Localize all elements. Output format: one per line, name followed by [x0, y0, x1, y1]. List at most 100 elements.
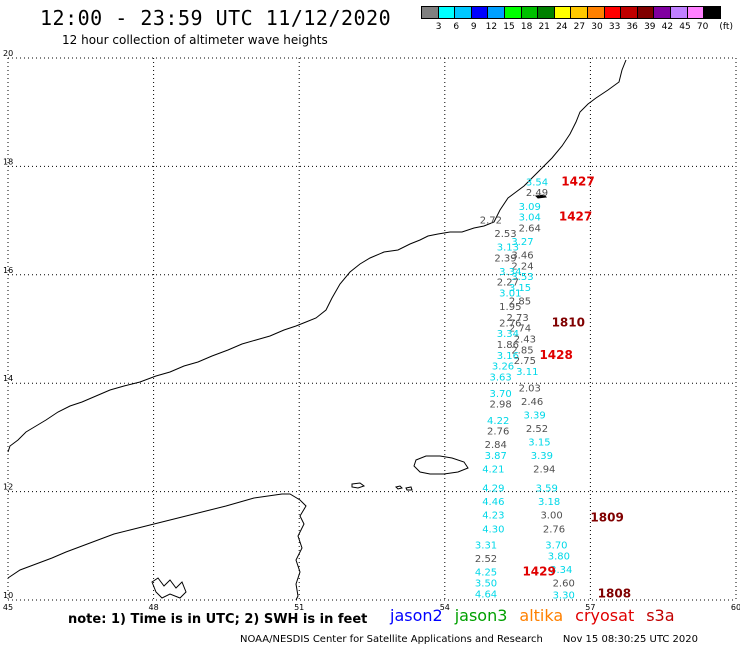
pass-time-label: 1427	[561, 174, 594, 188]
wave-height-value: 2.53	[494, 229, 516, 240]
wave-height-value: 2.85	[511, 345, 533, 356]
lon-tick-label: 60	[731, 603, 740, 612]
lon-tick-label: 45	[3, 603, 13, 612]
colorbar-label: 3	[435, 22, 442, 32]
colorbar-label: 12	[485, 22, 498, 32]
pass-time-label: 1427	[559, 210, 592, 224]
colorbar-label: 45	[679, 22, 691, 32]
arabian-coastline	[7, 59, 627, 453]
wave-height-value: 1.86	[497, 340, 519, 351]
wave-height-value: 3.34	[497, 329, 519, 340]
wave-height-value: 2.72	[480, 215, 502, 226]
wave-height-value: 2.94	[533, 465, 555, 476]
credit-line: NOAA/NESDIS Center for Satellite Applica…	[240, 634, 698, 645]
wave-height-value: 3.18	[538, 497, 560, 508]
lat-tick-label: 12	[3, 483, 13, 492]
wave-height-value: 4.22	[487, 416, 509, 427]
wave-height-value: 2.76	[543, 524, 565, 535]
satellite-legend-jason2: jason2	[390, 606, 443, 625]
footnote: note: 1) Time is in UTC; 2) SWH is in fe…	[68, 612, 368, 627]
colorbar-label: 24	[556, 22, 568, 32]
abd-al-kuri-island	[351, 482, 366, 489]
kuria-muria-island	[534, 194, 548, 199]
wave-height-value: 3.04	[519, 213, 541, 224]
satellite-legend-s3a: s3a	[646, 606, 675, 625]
pass-time-label: 1808	[598, 586, 631, 600]
wave-height-value: 4.29	[482, 484, 504, 495]
pass-time-label: 1810	[552, 315, 585, 329]
wave-height-value: 2.27	[497, 278, 519, 289]
wave-height-value: 3.01	[499, 288, 521, 299]
map-grid	[7, 57, 737, 601]
credit-text: NOAA/NESDIS Center for Satellite Applica…	[240, 634, 543, 645]
pass-time-label: 1429	[522, 565, 555, 579]
map-subtitle: 12 hour collection of altimeter wave hei…	[62, 33, 328, 47]
wave-height-value: 2.76	[499, 318, 521, 329]
wave-height-value: 3.11	[516, 367, 538, 378]
colorbar-label: 39	[644, 22, 656, 32]
colorbar-label: 18	[520, 22, 533, 32]
lon-tick-label: 51	[294, 603, 304, 612]
wave-height-value: 3.70	[489, 389, 511, 400]
wave-height-value: 2.49	[526, 188, 548, 199]
lat-tick-label: 20	[3, 49, 13, 58]
wave-height-value: 2.46	[521, 397, 543, 408]
wave-height-value: 3.53	[511, 272, 533, 283]
map-title: 12:00 - 23:59 UTC 11/12/2020	[40, 6, 392, 30]
wave-height-value: 4.21	[482, 465, 504, 476]
wave-height-value: 3.39	[531, 451, 553, 462]
wave-height-value: 2.39	[494, 253, 516, 264]
wave-height-value: 2.73	[506, 313, 528, 324]
colorbar-label: 70	[696, 22, 709, 32]
lat-tick-label: 10	[3, 591, 13, 600]
wave-height-value: 2.03	[519, 383, 541, 394]
wave-height-value: 2.84	[485, 440, 507, 451]
lon-tick-label: 48	[149, 603, 159, 612]
wave-height-value: 3.80	[548, 551, 570, 562]
satellite-legend-jason3: jason3	[454, 606, 508, 625]
wave-height-value: 2.43	[514, 335, 536, 346]
wave-height-value: 1.95	[499, 302, 521, 313]
wave-height-value: 3.63	[489, 372, 511, 383]
wave-height-value: 3.15	[509, 283, 531, 294]
lat-tick-label: 18	[3, 157, 13, 166]
wave-height-value: 4.64	[475, 589, 497, 600]
lon-tick-label: 54	[440, 603, 450, 612]
wave-height-value: 2.52	[475, 554, 497, 565]
coastal-feature	[151, 577, 187, 599]
brothers-island-2	[405, 486, 413, 491]
wave-height-value: 3.00	[540, 511, 562, 522]
wave-height-value: 3.70	[545, 541, 567, 552]
wave-height-value: 2.60	[553, 578, 575, 589]
wave-height-value: 3.46	[511, 251, 533, 262]
socotra-island	[413, 455, 469, 475]
colorbar-label: 15	[503, 22, 515, 32]
wave-height-value: 3.13	[497, 242, 519, 253]
colorbar-label: 9	[470, 22, 477, 32]
wave-height-value: 4.30	[482, 524, 504, 535]
colorbar-label: 6	[453, 22, 460, 32]
wave-height-value: 3.87	[485, 451, 507, 462]
wave-height-value: 2.75	[514, 356, 536, 367]
wave-height-value: 3.54	[526, 177, 548, 188]
wave-height-value: 3.34	[550, 565, 572, 576]
wave-height-value: 3.15	[528, 438, 550, 449]
wave-height-value: 2.74	[509, 324, 531, 335]
colorbar-swatch	[703, 6, 721, 19]
pass-time-label: 1428	[539, 348, 572, 362]
colorbar-label: 27	[573, 22, 586, 32]
wave-height-value: 2.85	[509, 297, 531, 308]
colorbar-labels: 3 6 9 12 15 18 21 24 27 30 33 36 39 42 45 70 (ft)	[421, 22, 740, 34]
wave-height-colorbar	[421, 6, 721, 19]
wave-height-value: 3.09	[519, 202, 541, 213]
wave-height-value: 3.30	[553, 590, 575, 601]
wave-height-value: 3.31	[475, 541, 497, 552]
colorbar-label: 42	[661, 22, 674, 32]
wave-height-value: 3.59	[536, 484, 558, 495]
satellite-legend: jason2 jason3 altika cryosat s3a	[390, 606, 687, 625]
wave-height-value: 2.52	[526, 424, 548, 435]
pass-time-label: 1809	[590, 510, 623, 524]
wave-height-value: 4.25	[475, 568, 497, 579]
wave-height-value: 2.98	[489, 400, 511, 411]
